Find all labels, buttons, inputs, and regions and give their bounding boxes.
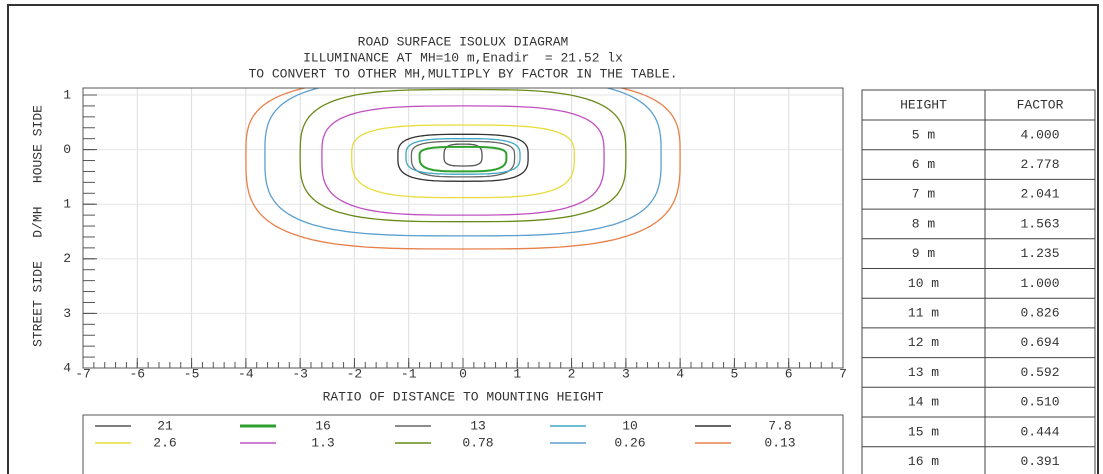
y-axis-label: STREET SIDE D/MH HOUSE SIDE [30, 105, 45, 347]
legend-label: 1.3 [311, 435, 334, 450]
y-tick-label: 1 [63, 197, 71, 212]
table-cell: 4.000 [1020, 127, 1059, 142]
isolux-contour [443, 143, 483, 167]
x-tick-label: 3 [622, 366, 630, 381]
table-cell: 0.826 [1020, 305, 1059, 320]
table-cell: 9 m [912, 246, 936, 261]
table-cell: 6 m [912, 157, 936, 172]
isolux-contour [264, 88, 662, 237]
title-line: ROAD SURFACE ISOLUX DIAGRAM [358, 34, 569, 49]
table-cell: 1.235 [1020, 246, 1059, 261]
title-line: ILLUMINANCE AT MH=10 m,Enadir = 21.52 lx [303, 50, 623, 65]
table-header: HEIGHT [900, 97, 947, 112]
table-cell: 0.592 [1020, 365, 1059, 380]
x-tick-label: -4 [238, 366, 254, 381]
x-tick-label: 1 [513, 366, 521, 381]
legend-box [82, 414, 844, 474]
factor-table: HEIGHT FACTOR 5 m 4.000 6 m 2.778 7 m 2.041 8 m 1… [861, 89, 1096, 474]
x-tick-label: -5 [184, 366, 200, 381]
table-cell: 10 m [908, 276, 939, 291]
table-cell: 1.000 [1020, 276, 1059, 291]
isolux-contour [245, 88, 681, 250]
legend-label: 13 [470, 418, 486, 433]
x-axis-label: RATIO OF DISTANCE TO MOUNTING HEIGHT [323, 389, 604, 404]
x-tick-label: -2 [347, 366, 363, 381]
isolux-contour [418, 145, 508, 173]
x-tick-label: 2 [568, 366, 576, 381]
x-tick-label: 0 [459, 366, 467, 381]
x-tick-label: -6 [129, 366, 145, 381]
legend-label: 16 [315, 418, 331, 433]
table-cell: 13 m [908, 365, 939, 380]
title-line: TO CONVERT TO OTHER MH,MULTIPLY BY FACTO… [248, 66, 677, 81]
plot: -7 -6 -5 -4 -3 -2 -1 0 1 2 3 4 5 6 7 1 0 1 2 3 4 [63, 87, 847, 381]
x-tick-label: -1 [401, 366, 417, 381]
isolux-contour [299, 88, 627, 223]
table-cell: 5 m [912, 127, 936, 142]
table-cell: 0.510 [1020, 395, 1059, 410]
legend-label: 0.26 [614, 435, 645, 450]
legend-label: 7.8 [768, 418, 791, 433]
table-cell: 7 m [912, 187, 936, 202]
isolux-contour [321, 105, 605, 216]
isolux-contour [405, 138, 521, 175]
table-cell: 15 m [908, 424, 939, 439]
table-cell: 16 m [908, 454, 939, 469]
isolux-contour [410, 140, 516, 178]
x-tick-label: -3 [292, 366, 308, 381]
table-cell: 0.391 [1020, 454, 1059, 469]
y-tick-label: 3 [63, 306, 71, 321]
table-cell: 12 m [908, 335, 939, 350]
table-cell: 2.778 [1020, 157, 1059, 172]
table-cell: 0.694 [1020, 335, 1059, 350]
frame [7, 4, 1099, 474]
x-tick-label: -7 [75, 366, 91, 381]
x-tick-label: 4 [676, 366, 684, 381]
y-tick-label: 1 [63, 87, 71, 102]
table-header: FACTOR [1017, 97, 1064, 112]
x-tick-label: 7 [839, 366, 847, 381]
table-border [861, 89, 1096, 474]
table-cell: 2.041 [1020, 187, 1059, 202]
legend-label: 10 [622, 418, 638, 433]
isolux-contour [397, 133, 529, 182]
table-cell: 0.444 [1020, 424, 1059, 439]
x-tick-label: 6 [785, 366, 793, 381]
legend-label: 2.6 [153, 435, 176, 450]
table-cell: 14 m [908, 395, 939, 410]
x-tick-label: 5 [731, 366, 739, 381]
y-tick-label: 2 [63, 251, 71, 266]
table-cell: 1.563 [1020, 216, 1059, 231]
table-cell: 11 m [908, 305, 939, 320]
isolux-contour [351, 124, 575, 199]
legend-label: 21 [157, 418, 173, 433]
legend-label: 0.78 [462, 435, 493, 450]
legend-label: 0.13 [764, 435, 795, 450]
y-tick-label: 4 [63, 360, 71, 375]
y-tick-label: 0 [63, 142, 71, 157]
table-cell: 8 m [912, 216, 936, 231]
